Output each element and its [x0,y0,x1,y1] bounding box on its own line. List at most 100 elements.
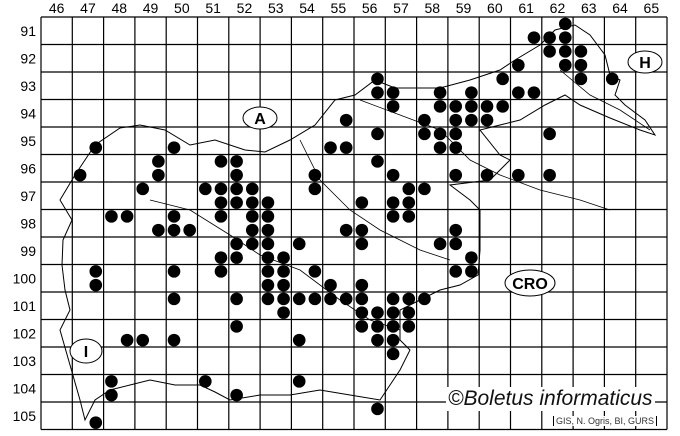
record-dot [261,210,275,223]
record-dot [277,278,290,292]
record-dot [386,347,400,361]
record-dot [465,86,478,99]
record-dot [433,86,447,99]
record-dot [136,333,150,347]
record-dot [355,237,369,251]
record-dot [543,127,556,141]
record-dot [245,196,259,209]
record-dot [230,155,243,168]
record-dot [245,210,259,223]
record-dot [152,155,165,168]
record-dot [527,31,541,44]
record-dot [355,278,369,292]
record-dot [386,333,400,347]
country-border [59,24,657,422]
record-dot [418,127,431,141]
record-dot [89,416,103,429]
record-dot [543,168,556,182]
record-dot [449,100,463,113]
record-dot [371,402,384,416]
record-dot [339,223,353,237]
record-dot [371,306,384,319]
record-dot [402,292,416,306]
record-dot [261,292,275,306]
row-label: 97 [20,188,36,204]
record-dot [308,168,322,182]
record-dot [214,210,228,223]
column-label: 47 [80,0,96,16]
record-dot [418,292,431,306]
record-dot [465,251,478,264]
record-dot [89,265,103,278]
record-dot [199,182,212,196]
column-labels: 46 47 48 49 50 51 52 53 54 55 56 57 58 59 60 61 62 63 64 65 [49,0,659,16]
record-dot [292,333,306,347]
record-dot [277,265,290,278]
column-label: 59 [456,0,472,16]
record-dot [386,320,400,333]
record-dot [277,306,290,319]
record-dot [214,155,228,168]
record-dot [261,237,275,251]
column-label: 48 [111,0,127,16]
column-label: 56 [362,0,378,16]
record-dot [355,223,369,237]
record-dot [402,306,416,319]
record-dot [433,237,447,251]
record-dot [245,223,259,237]
record-dot [167,292,181,306]
row-label: 105 [13,408,37,424]
record-dot [512,58,525,72]
record-dot [230,196,243,209]
column-label: 53 [268,0,284,16]
record-dot [449,113,463,127]
record-dot [245,237,259,251]
column-label: 58 [424,0,440,16]
row-label: 95 [20,133,36,149]
record-dot [167,265,181,278]
column-label: 50 [174,0,190,16]
record-dot [402,210,416,223]
record-dot [308,265,322,278]
record-dot [339,113,353,127]
record-dot [386,306,400,319]
row-label: 94 [20,105,36,121]
record-dot [167,210,181,223]
record-dot [199,375,212,388]
record-dot [558,45,572,58]
row-label: 93 [20,78,36,94]
record-dot [324,278,337,292]
record-dot [496,72,509,86]
record-dot [386,292,400,306]
record-dot [105,210,118,223]
row-label: 103 [13,353,37,369]
record-dot [558,58,572,72]
record-dot [574,45,588,58]
column-label: 55 [331,0,347,16]
column-label: 63 [581,0,597,16]
column-label: 54 [299,0,315,16]
column-label: 46 [49,0,65,16]
record-dot [230,292,243,306]
record-dot [292,375,306,388]
record-dot [386,168,400,182]
record-dot [292,292,306,306]
record-dot [433,127,447,141]
river [559,69,651,131]
column-label: 52 [237,0,253,16]
record-dot [355,320,369,333]
row-label: 92 [20,50,36,66]
row-label: 102 [13,325,37,341]
record-dot [465,100,478,113]
record-dot [402,196,416,209]
record-dot [449,223,463,237]
record-dot [433,141,447,154]
record-dot [230,388,243,402]
label-italy: I [69,338,103,364]
record-dot [418,113,431,127]
record-dot [214,265,228,278]
record-dot [167,141,181,154]
row-label: 100 [13,270,37,286]
record-dot [355,196,369,209]
